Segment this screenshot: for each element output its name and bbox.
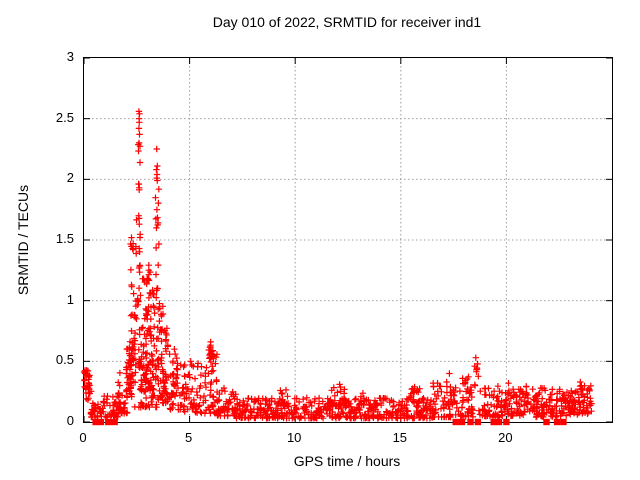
y-tick-label: 0.5 — [55, 352, 74, 368]
grid-lines — [84, 58, 612, 422]
x-tick-label: 5 — [184, 430, 193, 445]
x-tick-label: 20 — [498, 430, 513, 445]
scatter-points — [80, 108, 595, 422]
plot-area — [80, 57, 613, 426]
zero-square-markers — [92, 418, 567, 426]
x-tick-label: 10 — [286, 430, 302, 445]
y-tick-label: 2 — [66, 170, 74, 186]
y-tick-label: 3 — [66, 49, 74, 64]
x-tick-label: 15 — [392, 430, 408, 445]
x-tick-label: 0 — [79, 430, 87, 445]
y-tick-label: 0 — [66, 413, 74, 428]
plot-canvas — [80, 57, 612, 426]
x-axis-label: GPS time / hours — [293, 453, 401, 469]
y-axis-label: SRMTID / TECUs — [15, 184, 31, 296]
y-tick-label: 2.5 — [55, 109, 74, 125]
y-tick-label: 1 — [66, 291, 74, 307]
y-tick-label: 1.5 — [55, 231, 74, 246]
chart-title: Day 010 of 2022, SRMTID for receiver ind… — [212, 14, 482, 30]
